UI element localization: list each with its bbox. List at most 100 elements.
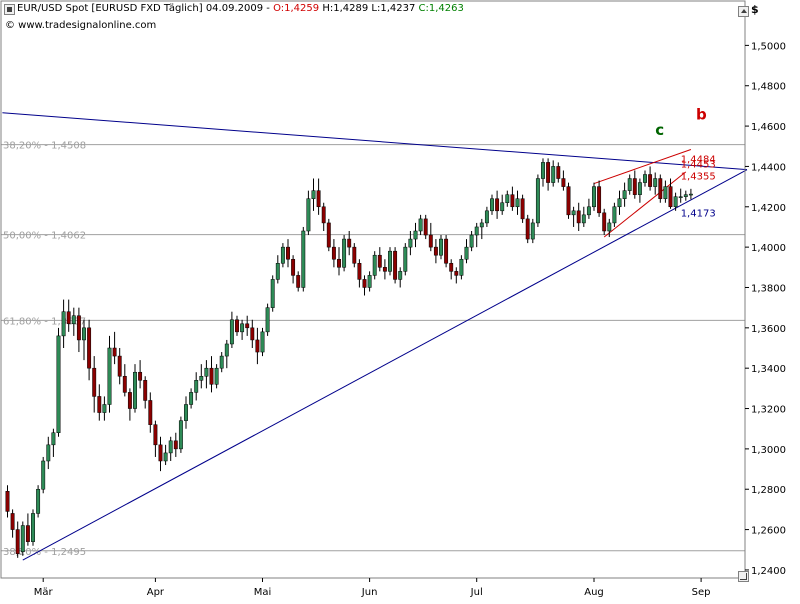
y-tick-label: 1,3800 — [751, 283, 786, 294]
x-tick-label: Aug — [584, 587, 604, 598]
candle — [449, 259, 454, 280]
candle — [352, 243, 357, 268]
candle-body — [133, 371, 137, 409]
wave-label: b — [696, 105, 707, 123]
candle-body — [87, 327, 92, 369]
candle — [515, 190, 520, 215]
candle-body — [229, 319, 234, 345]
candle-body — [459, 258, 464, 276]
candle-body — [41, 460, 46, 490]
candle — [286, 239, 290, 268]
candle-body — [316, 190, 321, 208]
candle-body — [367, 275, 372, 288]
candle — [617, 190, 622, 215]
candle — [459, 255, 464, 280]
candle — [535, 174, 540, 227]
fib-level-label: 50,00% - 1,4062 — [3, 231, 86, 242]
y-tick-label: 1,4800 — [751, 82, 786, 93]
candle-body — [235, 319, 239, 333]
candle-body — [571, 210, 576, 216]
instrument-label: EUR/USD Spot [EURUSD FXD Täglich] 04.09.… — [17, 3, 270, 14]
candle-body — [551, 166, 556, 183]
candle — [10, 509, 15, 538]
y-tick-label: 1,3200 — [751, 405, 786, 416]
chart-header: EUR/USD Spot [EURUSD FXD Täglich] 04.09.… — [17, 3, 464, 14]
candle-body — [189, 392, 194, 405]
candle — [306, 190, 311, 236]
candle — [66, 299, 71, 332]
candle-body — [382, 267, 387, 272]
candle — [219, 352, 224, 373]
candle-body — [209, 367, 214, 385]
candle-body — [321, 206, 326, 224]
price-annotation: 1,4453 — [681, 159, 716, 170]
candle — [270, 275, 275, 312]
candle — [474, 222, 479, 248]
candle-body — [377, 254, 382, 268]
candle — [382, 259, 387, 280]
candle — [403, 243, 408, 276]
candle — [398, 267, 403, 288]
candle — [561, 170, 566, 191]
candle-body — [5, 490, 10, 512]
candle — [500, 194, 505, 215]
candle-body — [688, 193, 693, 196]
candle-body — [204, 367, 209, 377]
price-annotation: 1,4355 — [681, 172, 716, 183]
candle-body — [576, 210, 581, 224]
candle — [168, 436, 173, 461]
candle-body — [296, 275, 301, 288]
trendline-wedge-upper — [593, 149, 692, 185]
resize-grip-button[interactable] — [738, 571, 749, 582]
candle-body — [31, 513, 35, 542]
x-tick-label: Jul — [470, 587, 483, 598]
candle — [678, 188, 683, 203]
candle-body — [82, 327, 86, 341]
candle — [36, 485, 41, 518]
candle-body — [530, 222, 535, 240]
candle-body — [648, 174, 653, 187]
candle-body — [163, 452, 168, 462]
candle — [581, 206, 586, 227]
candle-body — [76, 315, 81, 341]
candle-body — [658, 178, 663, 199]
candle-body — [398, 271, 403, 280]
y-tick-label: 1,2800 — [751, 485, 786, 496]
candle-body — [643, 174, 647, 183]
candle-body — [255, 339, 260, 353]
candle-body — [20, 525, 25, 553]
candle-body — [66, 311, 71, 325]
collapse-button[interactable] — [4, 4, 15, 15]
candle-body — [168, 440, 173, 454]
candle-body — [439, 238, 443, 256]
candle — [296, 271, 301, 292]
trendline-support — [22, 169, 748, 561]
candle-body — [56, 335, 61, 433]
candle — [490, 194, 494, 215]
candle-body — [158, 444, 163, 462]
candle-body — [127, 392, 132, 409]
candle — [372, 251, 377, 280]
candle — [82, 319, 86, 361]
candle-body — [352, 246, 357, 264]
candle-body — [138, 371, 143, 381]
candle — [428, 222, 433, 252]
y-tick-label: 1,3400 — [751, 364, 786, 375]
scroll-up-button[interactable] — [738, 6, 749, 17]
candle-body — [173, 440, 178, 450]
candle — [209, 356, 214, 393]
candle — [112, 331, 117, 365]
candle-body — [194, 380, 199, 393]
candle — [408, 230, 413, 256]
candle-body — [561, 178, 566, 187]
y-tick-label: 1,3600 — [751, 324, 786, 335]
candle — [525, 214, 530, 244]
candle-body — [510, 194, 515, 208]
candle-body — [413, 230, 418, 240]
candle — [158, 436, 163, 472]
candle — [41, 456, 46, 494]
candle — [367, 271, 372, 292]
candle — [15, 521, 20, 558]
candle — [423, 214, 428, 240]
